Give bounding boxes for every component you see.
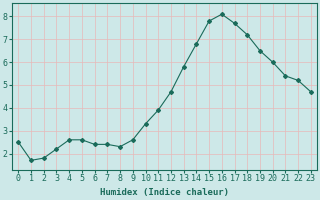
X-axis label: Humidex (Indice chaleur): Humidex (Indice chaleur) xyxy=(100,188,229,197)
